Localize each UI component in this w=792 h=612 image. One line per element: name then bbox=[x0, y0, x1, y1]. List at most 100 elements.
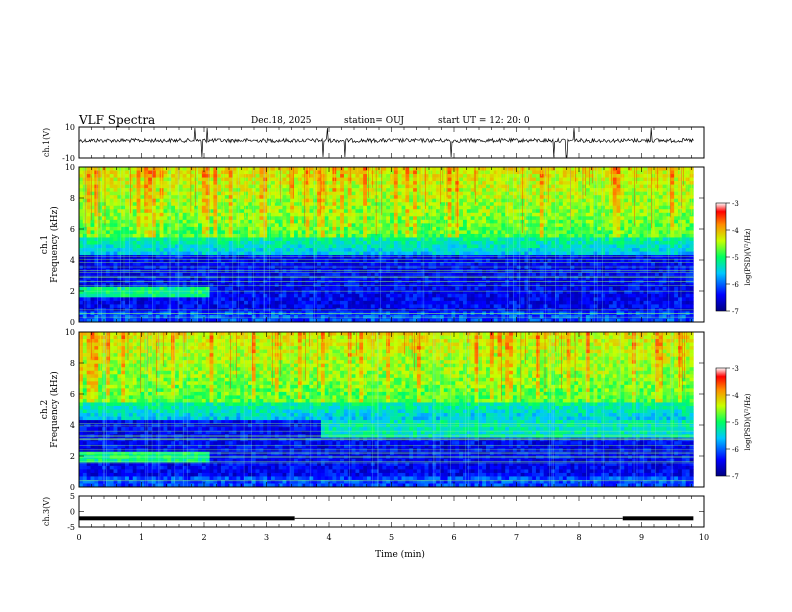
spectrogram-cell bbox=[105, 205, 111, 210]
spectrogram-cell bbox=[355, 318, 360, 323]
spectrogram-cell bbox=[90, 251, 95, 256]
spectrogram-cell bbox=[374, 279, 379, 284]
spectrogram-cell bbox=[317, 205, 322, 210]
spectrogram-cell bbox=[270, 314, 276, 319]
spectrogram-cell bbox=[432, 265, 437, 270]
spectrogram-cell bbox=[420, 170, 425, 175]
spectrogram-cell bbox=[155, 240, 160, 245]
spectrogram-cell bbox=[259, 318, 264, 323]
spectrogram-cell bbox=[132, 226, 137, 231]
spectrogram-cell bbox=[263, 244, 268, 249]
spectrogram-cell bbox=[347, 269, 352, 273]
spectrogram-cell bbox=[171, 170, 176, 175]
spectrogram-cell bbox=[117, 237, 122, 242]
spectrogram-cell bbox=[420, 202, 425, 207]
spectrogram-cell bbox=[351, 276, 356, 281]
spectrogram-cell bbox=[278, 219, 283, 224]
spectrogram-cell bbox=[420, 198, 425, 203]
spectrogram-cell bbox=[290, 279, 295, 284]
spectrogram-cell bbox=[359, 276, 364, 281]
spectrogram-cell bbox=[413, 240, 418, 245]
spectrogram-cell bbox=[175, 233, 180, 238]
spectrogram-cell bbox=[401, 297, 406, 302]
spectrogram-cell bbox=[209, 314, 214, 319]
spectrogram-cell bbox=[213, 279, 218, 284]
spectrogram-cell bbox=[416, 304, 422, 309]
spectrogram-cell bbox=[486, 269, 491, 273]
spectrogram-cell bbox=[178, 314, 183, 319]
spectrogram-cell bbox=[382, 279, 387, 284]
spectrogram-cell bbox=[213, 198, 218, 203]
spectrogram-cell bbox=[493, 276, 498, 281]
spectrogram-cell bbox=[90, 240, 95, 245]
spectrogram-cell bbox=[79, 174, 84, 178]
spectrogram-cell bbox=[213, 286, 218, 291]
spectrogram-cell bbox=[309, 272, 314, 277]
spectrogram-cell bbox=[294, 240, 299, 245]
spectrogram-cell bbox=[347, 297, 352, 302]
spectrogram-cell bbox=[121, 237, 126, 242]
spectrogram-cell bbox=[190, 226, 195, 231]
spectrogram-cell bbox=[305, 226, 310, 231]
spectrogram-cell bbox=[255, 283, 260, 288]
spectrogram-cell bbox=[401, 314, 406, 319]
spectrogram-cell bbox=[286, 258, 291, 263]
spectrogram-cell bbox=[228, 230, 233, 235]
spectrogram-cell bbox=[474, 174, 479, 178]
spectrogram-cell bbox=[140, 188, 145, 192]
spectrogram-cell bbox=[259, 237, 264, 242]
spectrogram-cell bbox=[443, 226, 448, 231]
spectrogram-cell bbox=[297, 184, 303, 189]
spectrogram-cell bbox=[462, 314, 468, 319]
spectrogram-cell bbox=[409, 216, 414, 221]
spectrogram-cell bbox=[343, 230, 349, 235]
spectrogram-cell bbox=[194, 184, 199, 189]
spectrogram-cell bbox=[217, 293, 222, 298]
spectrogram-cell bbox=[247, 286, 253, 291]
spectrogram-cell bbox=[79, 300, 84, 305]
spectrogram-cell bbox=[497, 258, 502, 263]
spectrogram-cell bbox=[359, 258, 364, 263]
spectrogram-cell bbox=[140, 293, 145, 298]
spectrogram-cell bbox=[366, 177, 372, 182]
spectrogram-cell bbox=[148, 223, 153, 228]
spectrogram-cell bbox=[217, 177, 222, 182]
spectrogram-cell bbox=[309, 184, 314, 189]
spectrogram-cell bbox=[351, 184, 356, 189]
spectrogram-cell bbox=[466, 297, 471, 302]
y-tick-label: 10 bbox=[65, 123, 75, 132]
spectrogram-cell bbox=[148, 219, 153, 224]
spectrogram-cell bbox=[86, 297, 91, 302]
spectrogram-cell bbox=[347, 177, 352, 182]
spectrogram-cell bbox=[301, 202, 306, 207]
spectrogram-cell bbox=[294, 219, 299, 224]
spectrogram-cell bbox=[217, 314, 222, 319]
spectrogram-cell bbox=[224, 177, 230, 182]
spectrogram-cell bbox=[386, 272, 391, 277]
spectrogram-cell bbox=[228, 219, 233, 224]
spectrogram-cell bbox=[224, 216, 230, 221]
spectrogram-cell bbox=[178, 276, 183, 281]
spectrogram-cell bbox=[209, 226, 214, 231]
spectrogram-cell bbox=[148, 191, 153, 196]
spectrogram-cell bbox=[459, 181, 464, 185]
spectrogram-cell bbox=[420, 314, 425, 319]
spectrogram-cell bbox=[98, 237, 103, 242]
spectrogram-cell bbox=[263, 304, 268, 309]
spectrogram-cell bbox=[125, 202, 130, 207]
spectrogram-cell bbox=[390, 188, 395, 192]
spectrogram-cell bbox=[251, 237, 256, 242]
spectrogram-cell bbox=[247, 258, 253, 263]
spectrogram-cell bbox=[443, 209, 448, 214]
spectrogram-cell bbox=[397, 237, 402, 242]
spectrogram-cell bbox=[117, 304, 122, 309]
spectrogram-cell bbox=[386, 212, 391, 217]
spectrogram-cell bbox=[374, 293, 379, 298]
spectrogram-cell bbox=[459, 195, 464, 199]
spectrogram-cell bbox=[405, 318, 410, 323]
spectrogram-cell bbox=[462, 304, 468, 309]
spectrogram-cell bbox=[351, 191, 356, 196]
spectrogram-cell bbox=[501, 188, 506, 192]
spectrogram-cell bbox=[359, 205, 364, 210]
spectrogram-cell bbox=[144, 283, 149, 288]
